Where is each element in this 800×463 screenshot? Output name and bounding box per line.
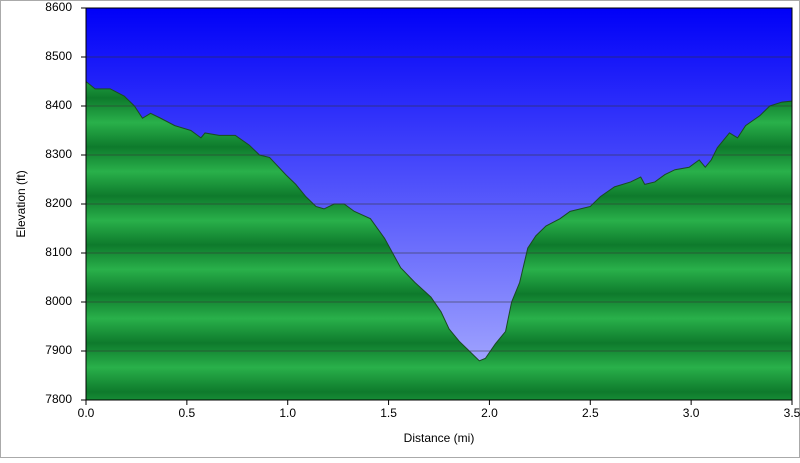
y-tick-label: 7800 <box>45 392 72 406</box>
x-tick-label: 1.5 <box>380 406 397 420</box>
x-tick-label: 2.5 <box>582 406 599 420</box>
y-tick-label: 8000 <box>45 294 72 308</box>
x-tick-label: 0.0 <box>78 406 95 420</box>
y-axis-title: Elevation (ft) <box>14 170 28 237</box>
y-tick-label: 8300 <box>45 147 72 161</box>
y-tick-label: 8200 <box>45 196 72 210</box>
x-tick-label: 2.0 <box>481 406 498 420</box>
y-tick-label: 7900 <box>45 343 72 357</box>
plot-border <box>85 7 793 401</box>
y-tick-label: 8400 <box>45 98 72 112</box>
x-tick-label: 3.0 <box>683 406 700 420</box>
x-tick-label: 0.5 <box>179 406 196 420</box>
y-tick-label: 8100 <box>45 245 72 259</box>
x-tick-label: 3.5 <box>784 406 800 420</box>
y-tick-label: 8600 <box>45 0 72 14</box>
y-tick-label: 8500 <box>45 49 72 63</box>
x-axis-title: Distance (mi) <box>404 431 475 445</box>
x-tick-label: 1.0 <box>279 406 296 420</box>
